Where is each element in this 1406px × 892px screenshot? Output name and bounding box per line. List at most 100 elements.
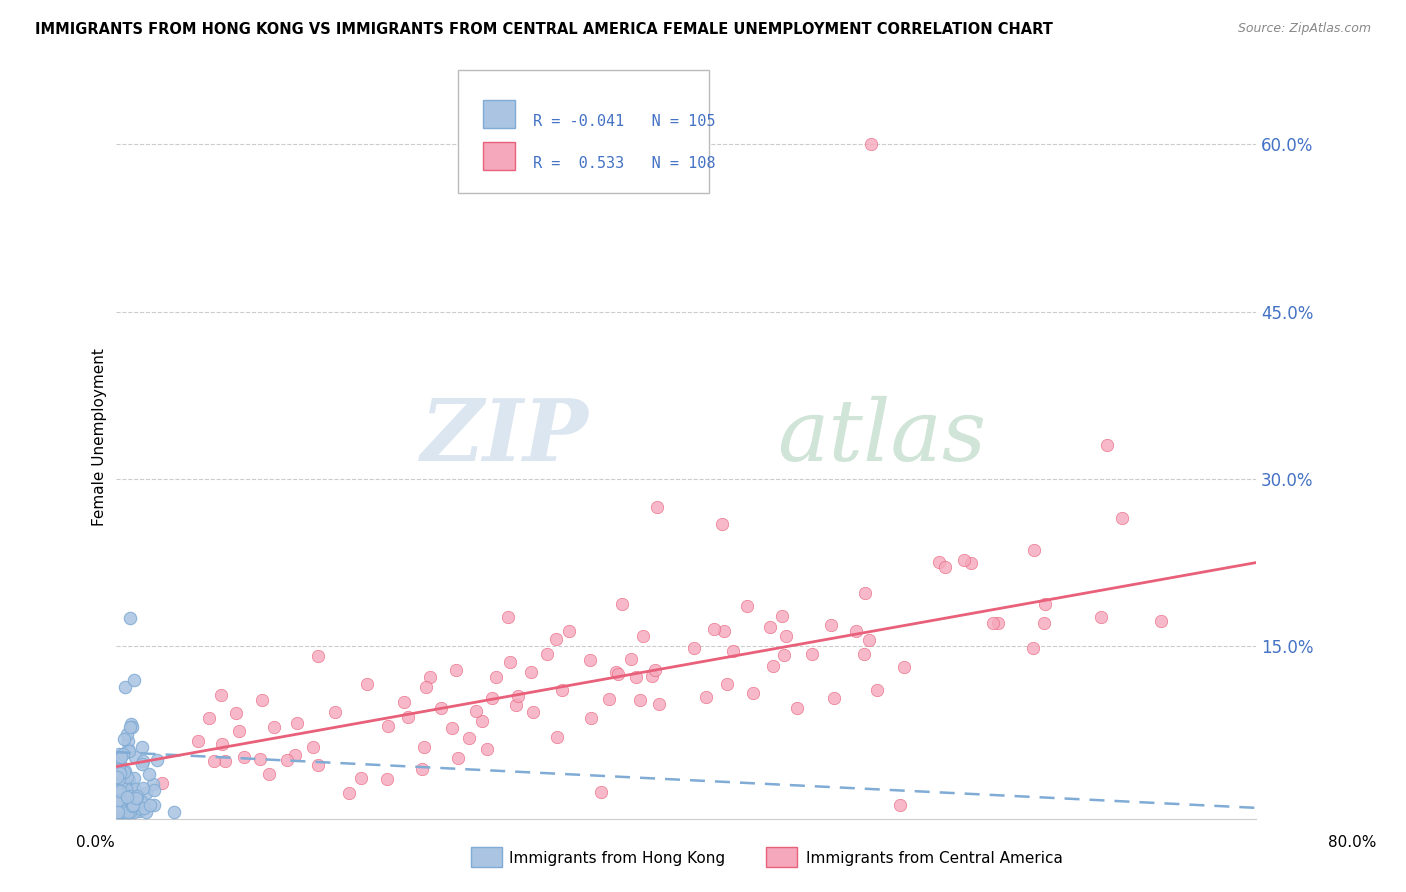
Point	[209, 688, 232, 702]
Point	[112, 747, 135, 761]
Point	[115, 789, 138, 804]
Point	[111, 788, 134, 802]
Point	[122, 673, 145, 687]
Point	[115, 782, 138, 797]
Point	[252, 692, 274, 706]
Point	[695, 690, 717, 704]
Point	[107, 791, 129, 805]
Point	[1022, 640, 1045, 655]
Point	[110, 802, 132, 816]
Point	[624, 670, 647, 684]
Point	[536, 647, 558, 661]
Point	[146, 753, 169, 767]
Point	[107, 788, 129, 802]
Point	[107, 770, 129, 784]
Point	[485, 670, 508, 684]
Point	[589, 785, 612, 799]
Point	[118, 719, 141, 733]
Point	[111, 797, 134, 812]
Point	[350, 772, 373, 786]
Point	[108, 773, 131, 788]
Point	[132, 754, 155, 768]
Point	[1033, 616, 1056, 631]
Point	[142, 783, 165, 797]
Point	[120, 717, 142, 731]
Point	[107, 805, 129, 820]
Point	[112, 805, 135, 820]
Point	[107, 753, 129, 767]
Point	[114, 782, 136, 797]
Point	[377, 719, 399, 733]
Point	[1111, 511, 1133, 525]
Point	[115, 780, 138, 794]
Point	[440, 721, 463, 735]
Point	[633, 629, 655, 643]
Point	[607, 667, 630, 681]
Point	[107, 763, 129, 777]
Point	[112, 802, 135, 816]
Point	[775, 628, 797, 642]
Point	[866, 683, 889, 698]
Text: Source: ZipAtlas.com: Source: ZipAtlas.com	[1237, 22, 1371, 36]
Point	[122, 797, 145, 812]
Point	[263, 720, 285, 734]
Point	[131, 802, 153, 816]
Point	[820, 617, 842, 632]
Point	[124, 781, 146, 796]
Point	[118, 744, 141, 758]
Point	[465, 704, 488, 718]
Point	[105, 786, 128, 800]
Point	[105, 789, 128, 804]
Text: 80.0%: 80.0%	[1329, 836, 1376, 850]
Point	[620, 652, 643, 666]
Point	[716, 677, 738, 691]
Point	[117, 733, 139, 747]
Text: 0.0%: 0.0%	[76, 836, 115, 850]
Text: atlas: atlas	[778, 396, 987, 478]
Point	[302, 739, 325, 754]
Y-axis label: Female Unemployment: Female Unemployment	[93, 348, 107, 526]
Point	[120, 791, 142, 805]
Point	[858, 632, 880, 647]
Point	[953, 553, 976, 567]
Point	[786, 701, 808, 715]
Point	[120, 780, 142, 794]
Point	[108, 756, 131, 770]
Point	[122, 805, 145, 820]
Point	[1095, 438, 1118, 452]
Point	[647, 500, 669, 514]
Point	[110, 775, 132, 789]
Point	[108, 772, 131, 787]
Point	[107, 800, 129, 814]
Point	[110, 793, 132, 807]
Point	[508, 689, 530, 703]
Point	[893, 660, 915, 674]
Point	[307, 757, 329, 772]
Point	[131, 756, 153, 771]
Point	[115, 772, 138, 786]
Point	[1090, 609, 1112, 624]
Point	[419, 670, 441, 684]
Point	[710, 516, 733, 531]
Point	[198, 711, 221, 725]
Point	[960, 556, 983, 570]
Point	[579, 653, 602, 667]
Point	[120, 790, 142, 805]
Point	[163, 805, 186, 820]
Point	[683, 640, 706, 655]
Point	[546, 632, 568, 647]
Point	[546, 731, 568, 745]
Point	[770, 608, 793, 623]
Point	[108, 804, 131, 818]
Point	[1150, 614, 1173, 628]
Point	[111, 773, 134, 788]
Point	[117, 805, 139, 820]
Text: R =  0.533   N = 108: R = 0.533 N = 108	[533, 156, 716, 171]
Point	[737, 599, 759, 613]
Point	[117, 805, 139, 820]
Point	[276, 754, 298, 768]
Point	[823, 691, 845, 706]
Point	[641, 669, 664, 683]
Point	[105, 763, 128, 777]
Point	[721, 644, 744, 658]
